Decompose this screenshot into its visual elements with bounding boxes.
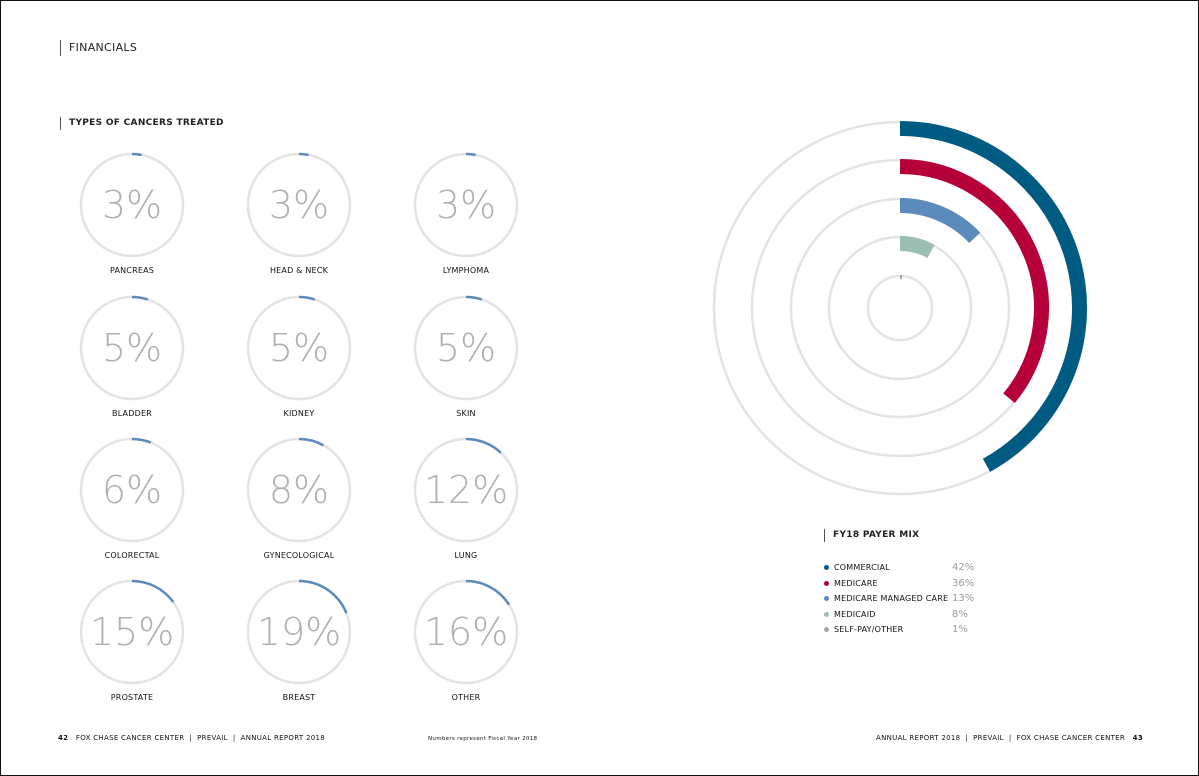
section-title: FINANCIALS: [60, 40, 137, 56]
legend-value: 1%: [952, 624, 968, 636]
legend-label: MEDICARE MANAGED CARE: [834, 594, 949, 604]
donut-ring: [246, 437, 352, 543]
cancer-donut: 3% HEAD & NECK: [244, 150, 354, 275]
donut-value: 16%: [423, 610, 509, 654]
legend-item: SELF-PAY/OTHER 1%: [824, 622, 974, 638]
donut-ring: [413, 579, 519, 685]
donut-value: 3%: [435, 183, 497, 227]
cancer-donut: 16% OTHER: [411, 577, 521, 702]
legend-dot: [824, 627, 829, 633]
donut-label: KIDNEY: [283, 409, 315, 418]
legend-value: 36%: [952, 577, 975, 589]
donut-label: GYNECOLOGICAL: [263, 551, 335, 560]
legend-label: COMMERCIAL: [834, 563, 890, 573]
page-number-right: 43: [1132, 734, 1143, 742]
cancer-donut: 8% GYNECOLOGICAL: [244, 435, 354, 560]
legend-dot: [824, 565, 829, 571]
donut-arc: [298, 295, 316, 301]
donut-ring: [246, 579, 352, 685]
payer-track: [866, 274, 934, 342]
donut-value: 19%: [256, 610, 342, 654]
donut-ring: [79, 152, 185, 258]
donut-value: 15%: [89, 610, 175, 654]
payer-arc-medicare-managed-care: [899, 198, 981, 244]
legend-label: SELF-PAY/OTHER: [834, 625, 904, 635]
footer-left: 42 FOX CHASE CANCER CENTER | PREVAIL | A…: [58, 734, 325, 742]
legend-item: MEDICARE MANAGED CARE 13%: [824, 591, 974, 607]
cancer-donut: 19% BREAST: [244, 577, 354, 702]
donut-label: SKIN: [456, 409, 476, 418]
payer-arc-commercial: [899, 121, 1087, 472]
payer-arc-medicare: [899, 159, 1049, 403]
cancers-title: TYPES OF CANCERS TREATED: [60, 117, 224, 130]
donut-value: 3%: [268, 183, 330, 227]
cancer-donut: 3% LYMPHOMA: [411, 150, 521, 275]
legend-label: MEDICARE: [834, 578, 878, 588]
donut-arc: [298, 437, 325, 447]
donut-arc: [131, 295, 149, 301]
donut-label: LUNG: [454, 551, 478, 560]
cancer-donut: 6% COLORECTAL: [77, 435, 187, 560]
legend-value: 13%: [952, 593, 975, 605]
footer-note: Numbers represent Fiscal Year 2018: [428, 736, 538, 742]
page-number-left: 42: [58, 734, 69, 742]
payer-mix-legend: COMMERCIAL 42% MEDICARE 36% MEDICARE MANAGED…: [824, 560, 974, 638]
cancer-donut: 12% LUNG: [411, 435, 521, 560]
cancer-donut: 3% PANCREAS: [77, 150, 187, 275]
donut-label: BLADDER: [112, 409, 152, 418]
legend-value: 42%: [952, 562, 975, 574]
cancer-donut: 5% KIDNEY: [244, 293, 354, 418]
donut-value: 8%: [268, 468, 330, 512]
donut-arc: [131, 152, 142, 157]
donut-label: COLORECTAL: [104, 551, 160, 560]
payer-arc-medicaid: [899, 236, 935, 259]
cancer-donut: 15% PROSTATE: [77, 577, 187, 702]
donut-arc: [465, 579, 511, 606]
legend-item: MEDICAID 8%: [824, 607, 974, 623]
payer-mix-chart: [712, 120, 1088, 496]
donut-ring: [413, 152, 519, 258]
donut-ring: [246, 152, 352, 258]
legend-value: 8%: [952, 608, 968, 620]
donut-arc: [465, 152, 476, 157]
donut-value: 5%: [268, 326, 330, 370]
donut-ring: [79, 579, 185, 685]
donut-ring: [413, 295, 519, 401]
donut-label: PANCREAS: [109, 266, 155, 275]
legend-dot: [824, 611, 829, 617]
donut-arc: [131, 579, 175, 603]
donut-arc: [465, 295, 483, 301]
donut-value: 3%: [101, 183, 163, 227]
legend-item: COMMERCIAL 42%: [824, 560, 974, 576]
donut-ring: [413, 437, 519, 543]
donut-ring: [79, 437, 185, 543]
donut-label: BREAST: [282, 693, 316, 702]
donut-ring: [79, 295, 185, 401]
donut-value: 5%: [101, 326, 163, 370]
payer-mix-title: FY18 PAYER MIX: [824, 529, 919, 542]
donut-label: HEAD & NECK: [269, 266, 329, 275]
donut-label: PROSTATE: [110, 693, 154, 702]
donut-arc: [465, 437, 502, 454]
footer-right-text: ANNUAL REPORT 2018 | PREVAIL | FOX CHASE…: [876, 734, 1126, 742]
donut-value: 12%: [423, 468, 509, 512]
legend-item: MEDICARE 36%: [824, 576, 974, 592]
donut-arc: [131, 437, 152, 444]
donut-label: OTHER: [451, 693, 481, 702]
cancer-donut: 5% BLADDER: [77, 293, 187, 418]
donut-value: 5%: [435, 326, 497, 370]
legend-label: MEDICAID: [834, 609, 876, 619]
payer-track: [827, 235, 973, 381]
donut-ring: [246, 295, 352, 401]
donut-value: 6%: [101, 468, 163, 512]
donut-arc: [298, 579, 348, 614]
cancer-donut: 5% SKIN: [411, 293, 521, 418]
legend-dot: [824, 596, 829, 602]
legend-dot: [824, 580, 829, 586]
footer-right: ANNUAL REPORT 2018 | PREVAIL | FOX CHASE…: [876, 734, 1143, 742]
donut-arc: [298, 152, 309, 157]
donut-label: LYMPHOMA: [442, 266, 490, 275]
footer-left-text: FOX CHASE CANCER CENTER | PREVAIL | ANNU…: [75, 734, 325, 742]
